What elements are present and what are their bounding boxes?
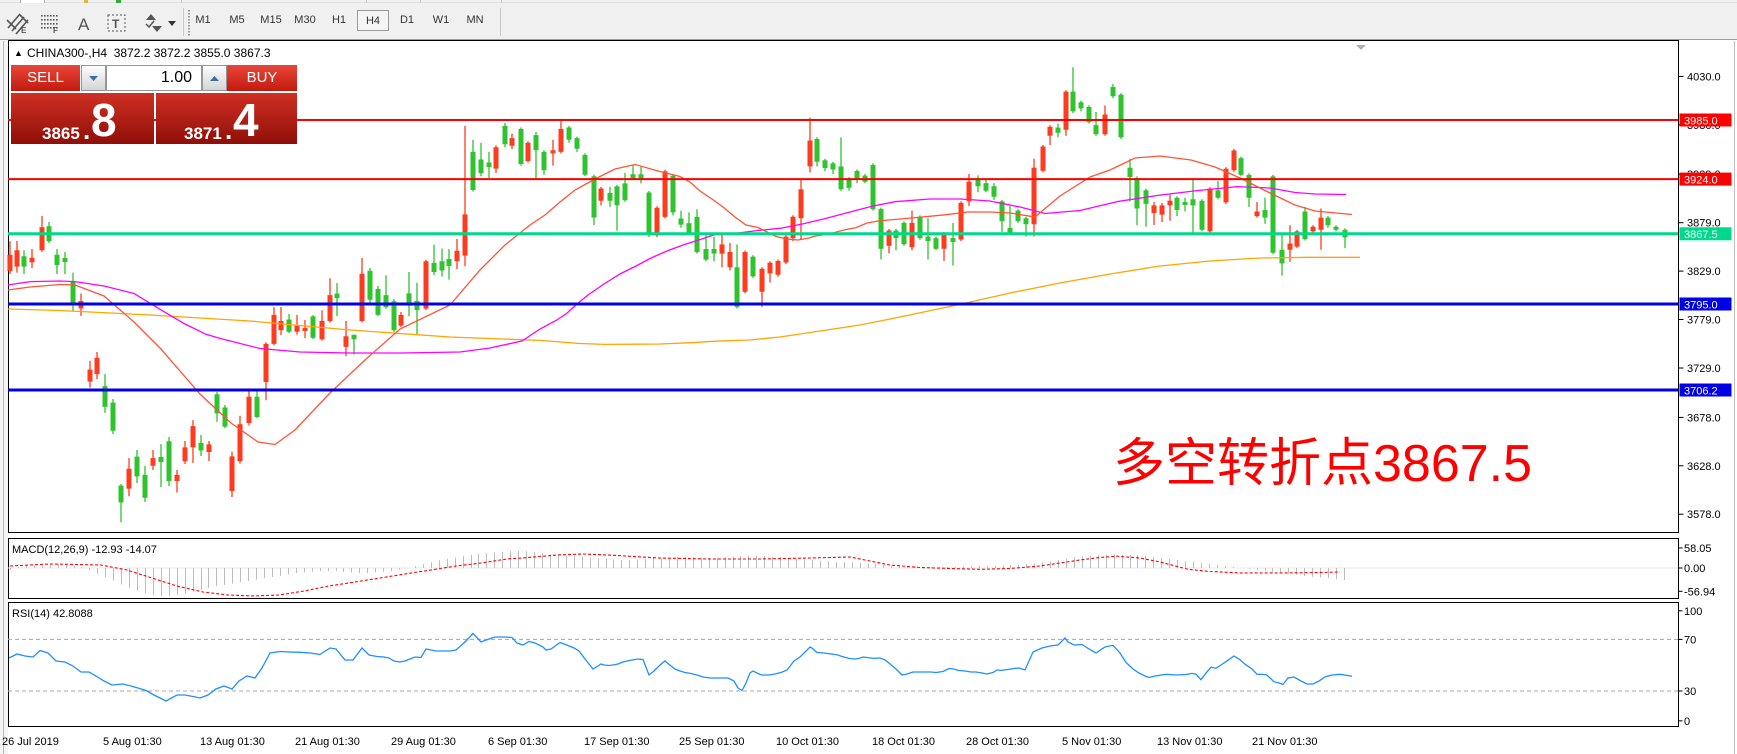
svg-text:F: F: [53, 26, 58, 35]
svg-text:13 Aug 01:30: 13 Aug 01:30: [200, 736, 265, 748]
svg-text:26 Jul 2019: 26 Jul 2019: [2, 736, 59, 748]
svg-text:6 Sep 01:30: 6 Sep 01:30: [488, 736, 547, 748]
svg-text:4030.0: 4030.0: [1687, 71, 1721, 83]
svg-text:3985.0: 3985.0: [1684, 115, 1718, 127]
svg-text:E: E: [21, 26, 27, 35]
svg-text:100: 100: [1684, 606, 1702, 618]
svg-text:3867.5: 3867.5: [1684, 229, 1718, 241]
svg-text:MACD(12,26,9) -12.93 -14.07: MACD(12,26,9) -12.93 -14.07: [12, 544, 157, 556]
svg-text:70: 70: [1684, 634, 1696, 646]
svg-text:3779.0: 3779.0: [1687, 315, 1721, 327]
svg-text:3678.0: 3678.0: [1687, 412, 1721, 424]
svg-text:3628.0: 3628.0: [1687, 461, 1721, 473]
svg-text:29 Aug 01:30: 29 Aug 01:30: [391, 736, 456, 748]
svg-text:3729.0: 3729.0: [1687, 363, 1721, 375]
svg-text:RSI(14) 42.8088: RSI(14) 42.8088: [12, 608, 93, 620]
svg-text:30: 30: [1684, 686, 1696, 698]
svg-text:28 Oct 01:30: 28 Oct 01:30: [966, 736, 1029, 748]
svg-text:13 Nov 01:30: 13 Nov 01:30: [1157, 736, 1222, 748]
svg-text:3879.0: 3879.0: [1687, 218, 1721, 230]
svg-text:3706.2: 3706.2: [1684, 385, 1718, 397]
svg-text:21 Nov 01:30: 21 Nov 01:30: [1252, 736, 1317, 748]
svg-text:-56.94: -56.94: [1684, 586, 1715, 598]
svg-text:3924.0: 3924.0: [1684, 174, 1718, 186]
svg-text:0: 0: [1684, 716, 1690, 728]
svg-text:3795.0: 3795.0: [1684, 299, 1718, 311]
svg-text:5 Nov 01:30: 5 Nov 01:30: [1062, 736, 1121, 748]
svg-text:17 Sep 01:30: 17 Sep 01:30: [584, 736, 649, 748]
svg-text:3578.0: 3578.0: [1687, 509, 1721, 521]
svg-text:10 Oct 01:30: 10 Oct 01:30: [776, 736, 839, 748]
svg-text:A: A: [78, 15, 90, 34]
svg-text:T: T: [112, 17, 120, 31]
svg-text:3829.0: 3829.0: [1687, 266, 1721, 278]
svg-text:5 Aug 01:30: 5 Aug 01:30: [103, 736, 162, 748]
svg-text:18 Oct 01:30: 18 Oct 01:30: [872, 736, 935, 748]
svg-text:58.05: 58.05: [1684, 543, 1712, 555]
svg-text:25 Sep 01:30: 25 Sep 01:30: [679, 736, 744, 748]
svg-text:21 Aug 01:30: 21 Aug 01:30: [295, 736, 360, 748]
svg-text:0.00: 0.00: [1684, 563, 1705, 575]
